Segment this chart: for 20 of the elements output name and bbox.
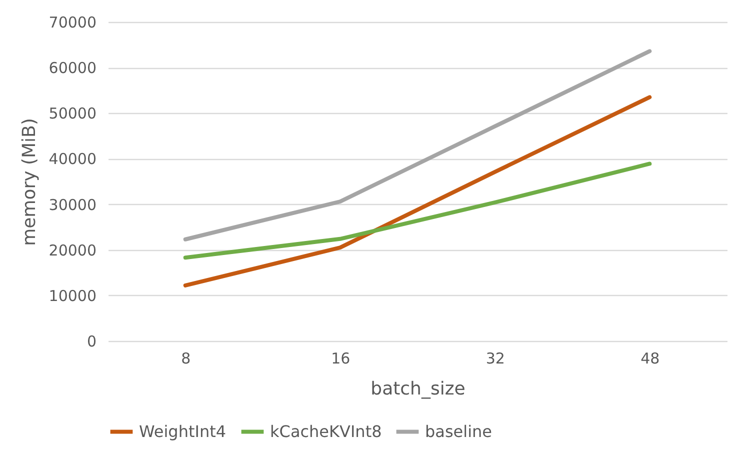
x-tick-label: 32 [486, 350, 505, 368]
x-tick-label: 48 [640, 350, 660, 368]
y-axis-title: memory (MiB) [18, 118, 40, 246]
y-tick-label: 10000 [48, 286, 96, 305]
y-tick-label: 70000 [48, 14, 96, 32]
legend-label: baseline [425, 422, 492, 441]
y-tick-label: 60000 [48, 59, 96, 78]
legend-label: WeightInt4 [139, 422, 226, 441]
legend-label: kCacheKVInt8 [270, 422, 382, 441]
line-series [183, 162, 652, 260]
x-tick-label: 16 [331, 350, 350, 368]
y-tick-label: 20000 [48, 241, 96, 260]
line-series [183, 95, 652, 288]
y-tick-label: 30000 [48, 196, 96, 214]
x-tick-label: 8 [181, 350, 191, 368]
y-tick-label: 50000 [48, 104, 96, 123]
line-series [183, 49, 652, 242]
y-tick-label: 40000 [48, 150, 96, 168]
x-axis-title: batch_size [370, 378, 466, 400]
y-tick-label: 0 [86, 332, 96, 350]
